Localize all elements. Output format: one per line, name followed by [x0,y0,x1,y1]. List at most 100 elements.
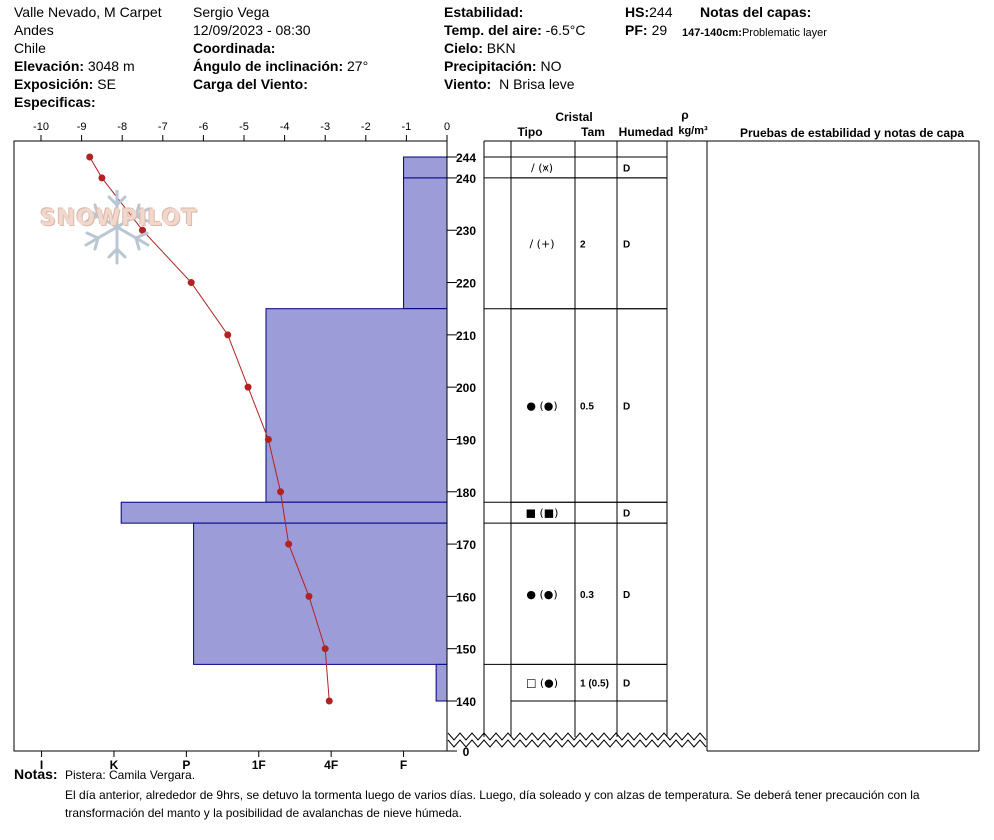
temp-tick-label: -9 [77,121,87,133]
layer-crystal-type: ■ (■) [526,507,559,520]
layer-crystal-type: ● (●) [526,399,557,412]
snowpilot-logo: SNOWPILOT [40,190,196,265]
layer-crystal-type: □ (●) [526,677,558,690]
notes-label: Notas: [14,766,58,782]
hs-label: HS: [625,4,650,20]
slope-label: Ángulo de inclinación: [193,58,344,74]
height-tick-label: 140 [456,695,476,709]
precip: Precipitación: NO [444,58,561,75]
temperature-point [86,153,94,161]
precip-label: Precipitación: [444,58,537,74]
layer-moisture: D [623,509,630,520]
layer-moisture: D [623,679,630,690]
slope: Ángulo de inclinación: 27° [193,58,368,75]
country: Chile [14,40,46,56]
layer-moisture: D [623,590,630,601]
temp-tick-label: -10 [33,121,49,133]
height-tick-label: 190 [456,433,476,447]
stability-label: Estabilidad: [444,4,524,20]
temp-tick-label: -1 [402,121,412,133]
break-line-upper [447,732,707,741]
pf-label: PF: [625,22,648,38]
hardness-tick-label: 4F [324,758,338,770]
axis-break-marks [447,732,707,748]
region: Andes [14,22,54,38]
temp-tick-label: -6 [199,121,209,133]
notes-line-3: transformación del manto y la posibilida… [65,806,462,820]
hardness-axis: I K P 1F 4F F [40,751,407,770]
air-temp: Temp. del aire: -6.5°C [444,22,586,39]
specifics-label: Especificas: [14,94,96,110]
hs-value: 244 [649,4,673,20]
coord-label: Coordinada: [193,40,276,56]
height-tick-label: 160 [456,590,476,604]
temp-tick-label: -4 [280,121,290,133]
height-axis: 244 240 230 220 210 200 190 180 170 160 150 140 0 [447,151,476,759]
col-density-unit: kg/m³ [678,125,708,137]
height-tick-label: 200 [456,381,476,395]
layer-note: 147-140cm:Problematic layer [682,23,827,42]
snowflake-icon [84,190,150,265]
air-temp-value: -6.5°C [545,22,586,38]
precip-value: NO [540,58,562,74]
hardness-tick-label: K [110,758,119,770]
hardness-bars [13,140,448,752]
temp-tick-label: 0 [444,121,450,133]
col-type: Tipo [517,125,542,139]
wind-value: N Brisa leve [499,76,575,92]
exposure: Exposición: SE [14,76,116,93]
temperature-point [264,435,272,443]
break-line-lower [447,739,707,748]
layer-crystal-type: ● (●) [526,588,557,601]
layer-note-text: Problematic layer [741,27,827,39]
height-tick-label: 220 [456,277,476,291]
hardness-bar-1 [403,177,448,310]
temperature-point [285,540,293,548]
hardness-tick-label: P [182,758,190,770]
sky-value: BKN [486,40,516,56]
temp-tick-label: -8 [117,121,127,133]
temperature-point [139,226,146,234]
notes-line-1: Pistera: Camila Vergara. [65,768,196,782]
temperature-series [86,153,333,705]
temperature-point [224,331,232,339]
hardness-tick-label: I [40,758,43,770]
temperature-point [277,488,285,496]
temperature-point [187,279,195,287]
layer-crystal-size: 0.5 [580,401,594,412]
height-tick-label: 150 [456,643,476,657]
snow-profile-chart: -10 -9 -8 -7 -6 -5 -4 -3 -2 -1 0 I K P 1F 4F F 24424023… [13,108,980,770]
layer-moisture: D [623,401,630,412]
datetime: 12/09/2023 - 08:30 [193,22,311,38]
observer: Sergio Vega [193,4,270,20]
layer-note-range: 147-140cm: [682,27,742,39]
wind-load-label: Carga del Viento: [193,76,308,92]
layer-crystal-size: 1 (0.5) [580,679,609,690]
hardness-bar-4 [193,522,448,665]
height-tick-label: 170 [456,538,476,552]
temperature-point [305,592,313,600]
height-tick-label: 0 [463,745,470,759]
col-tests: Pruebas de estabilidad y notas de capa [740,126,964,140]
temp-tick-label: -7 [158,121,168,133]
hs: HS:244 [625,4,672,21]
height-tick-label: 240 [456,172,476,186]
col-crystal: Cristal [555,110,592,124]
hardness-bar-2 [265,308,448,503]
temp-tick-label: -2 [361,121,371,133]
notes-line-2: El día anterior, alrededor de 9hrs, se d… [65,788,920,802]
height-tick-label: 180 [456,486,476,500]
sky: Cielo: BKN [444,40,516,57]
hardness-bar-5 [435,663,448,702]
air-temp-label: Temp. del aire: [444,22,542,38]
wind: Viento: N Brisa leve [444,76,575,93]
temperature-axis: -10 -9 -8 -7 -6 -5 -4 -3 -2 -1 0 [33,121,450,141]
temperature-point [244,383,252,391]
col-moisture: Humedad [619,125,674,139]
pf-value: 29 [651,22,668,38]
slope-value: 27° [347,58,369,74]
col-density-symbol: ρ [681,108,688,122]
temperature-point [321,645,329,653]
temp-tick-label: -5 [239,121,249,133]
temp-tick-label: -3 [320,121,330,133]
